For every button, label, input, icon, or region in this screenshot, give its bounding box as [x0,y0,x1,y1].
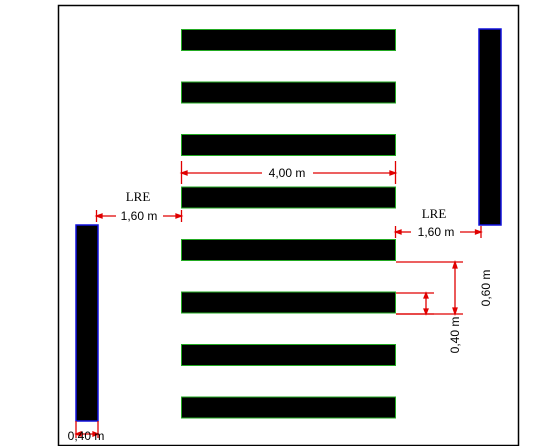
left-stop-bar [76,225,98,421]
stripe-length-label: 4,00 m [269,166,306,180]
crosswalk-stripe [182,30,396,51]
crosswalk-stripe [182,397,396,418]
crosswalk-stripe [182,345,396,366]
crosswalk-stripe [182,187,396,208]
stripe-gap-label: 0,40 m [448,317,462,354]
lre-left-distance-label: 1,60 m [121,209,158,223]
lre-right-distance-label: 1,60 m [418,225,455,239]
lre-right-label: LRE [422,206,447,221]
stripe-pitch-label: 0,60 m [479,270,493,307]
crosswalk-stripes [182,30,396,419]
crosswalk-stripe [182,292,396,313]
side-bar-width-label: 0,40 m [68,429,105,443]
crosswalk-stripe [182,135,396,156]
stripe-gap-dimension [396,293,434,314]
right-stop-bar [479,29,501,225]
crosswalk-stripe [182,240,396,261]
crosswalk-stripe [182,82,396,103]
stripe-pitch-dimension [396,262,463,314]
lre-left-label: LRE [126,189,151,204]
